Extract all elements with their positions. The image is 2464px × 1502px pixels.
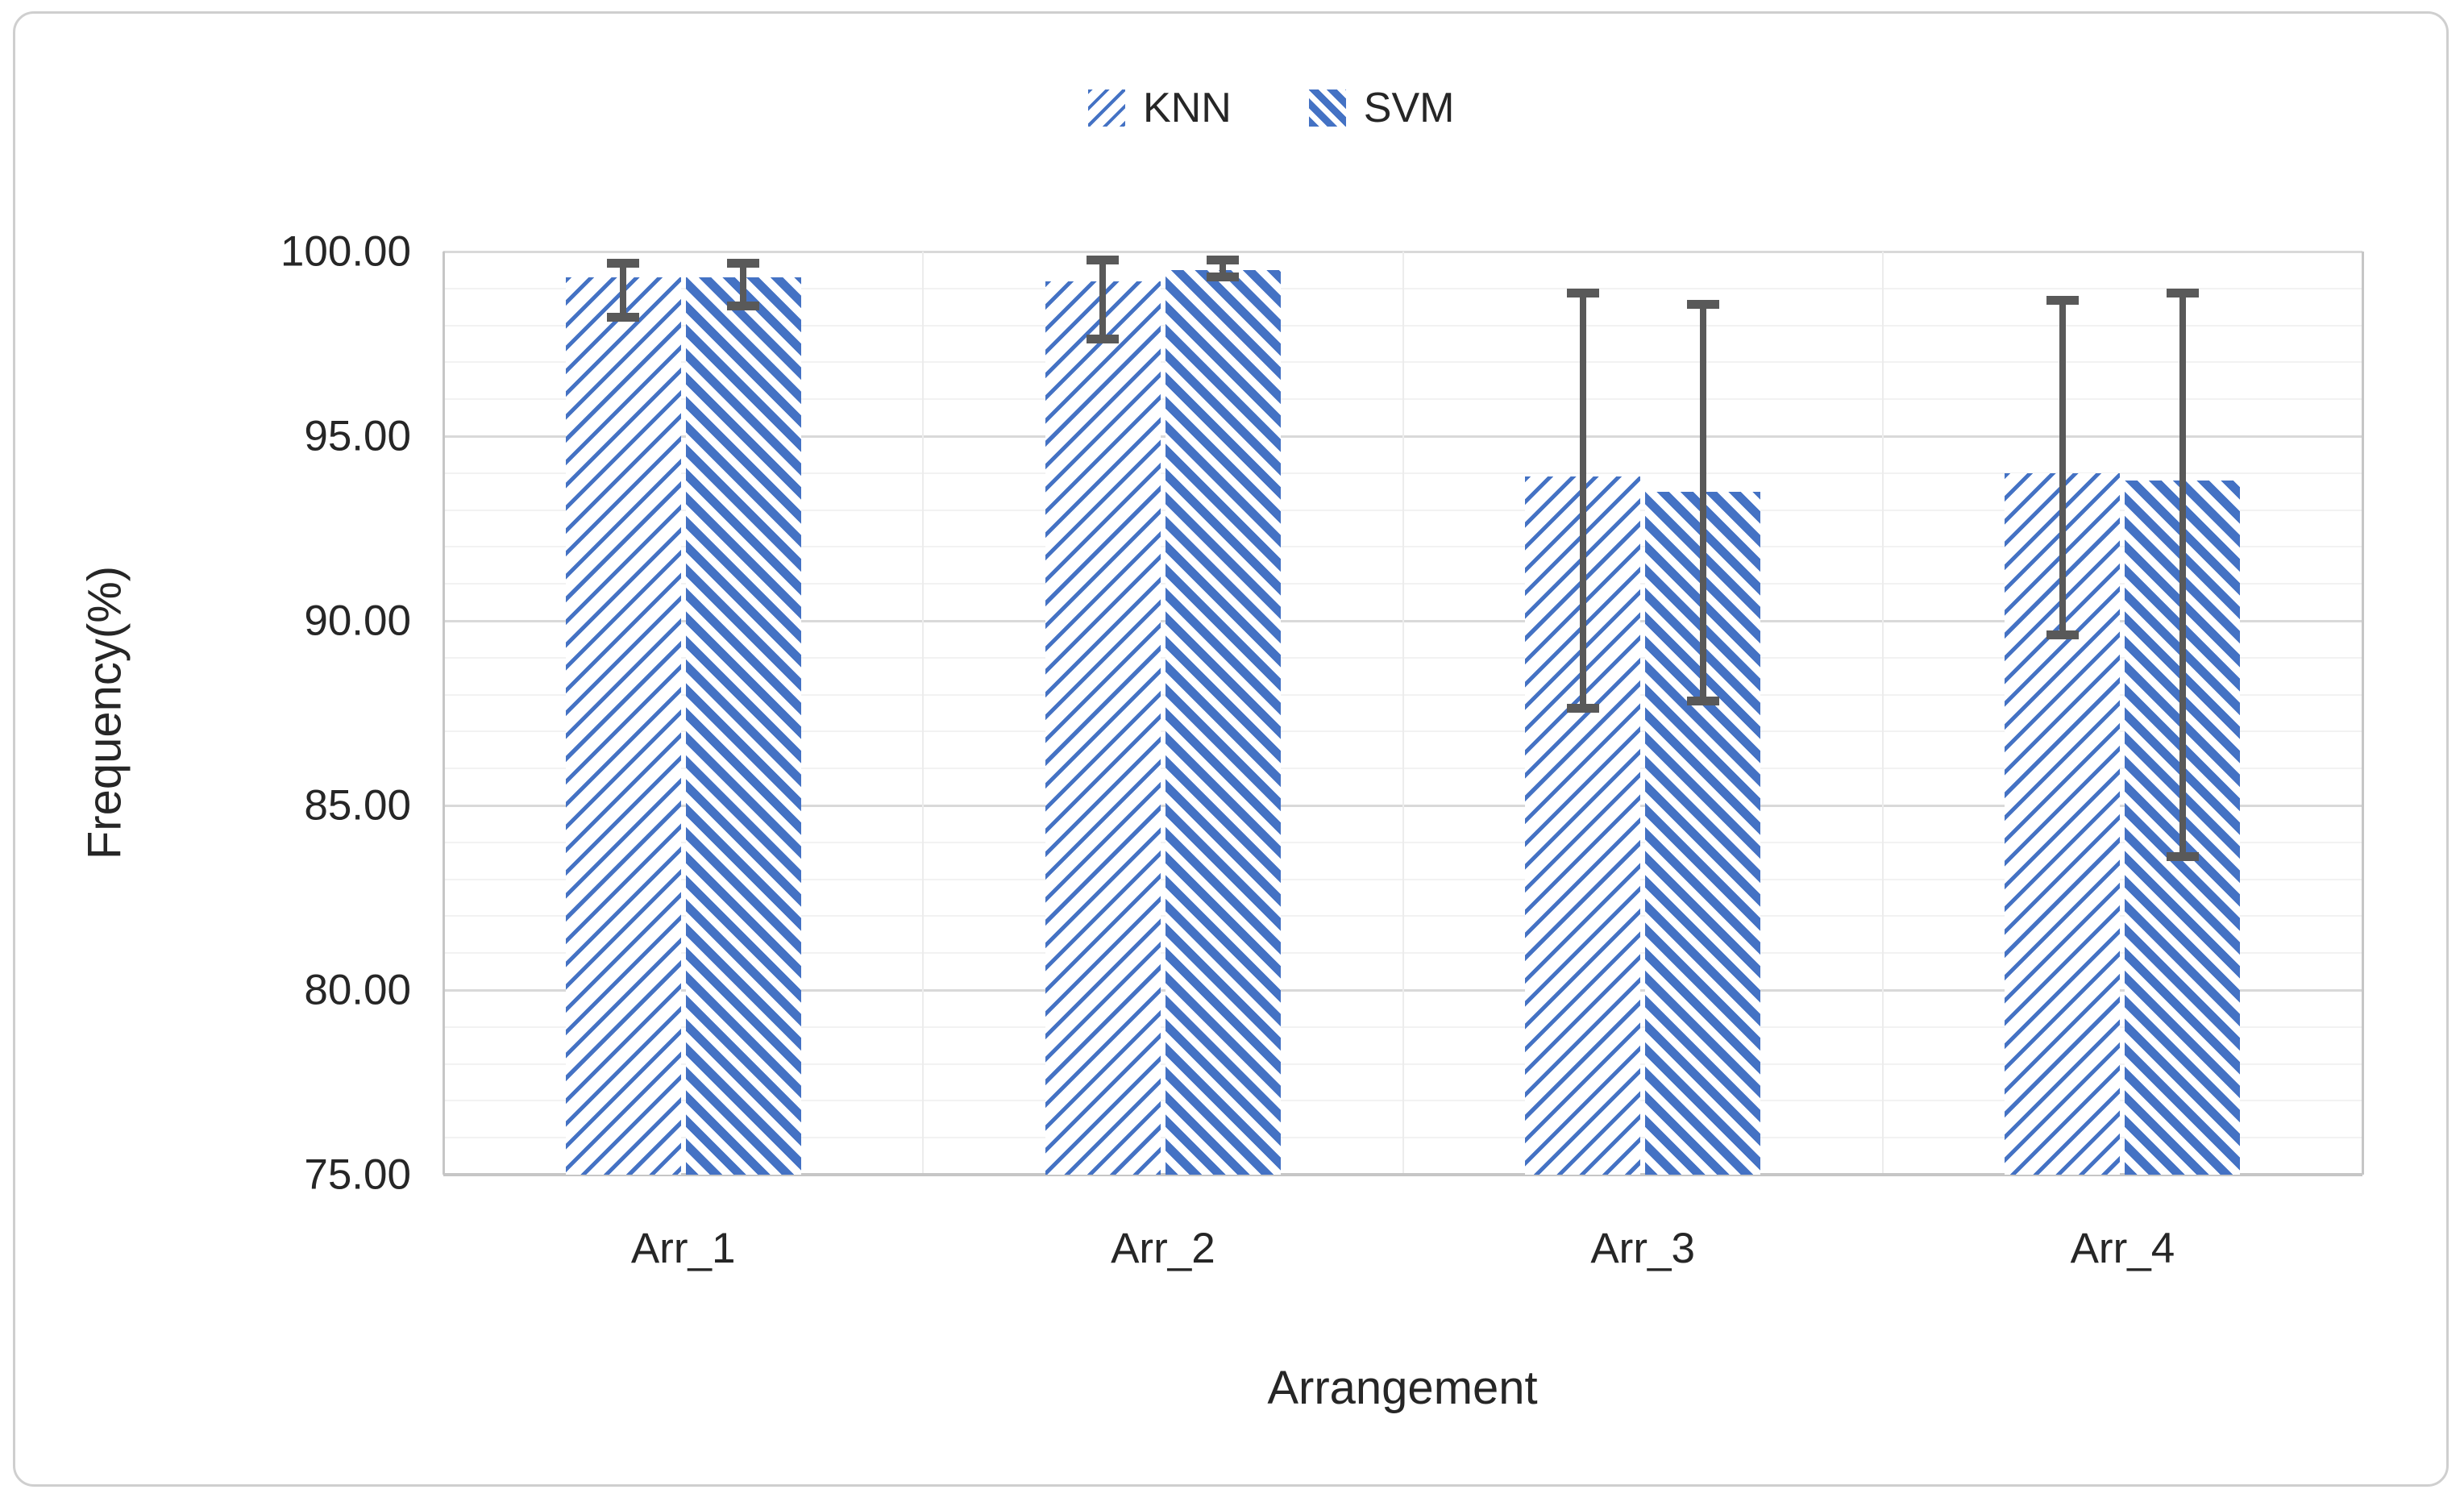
x-category-label-arr_4: Arr_4 xyxy=(2070,1225,2175,1272)
plot-area xyxy=(443,250,2364,1176)
error-bar-svm-arr_3 xyxy=(1686,299,1719,706)
x-category-label-arr_2: Arr_2 xyxy=(1111,1225,1215,1272)
legend-label-svm: SVM xyxy=(1363,85,1455,131)
svm-hatch-swatch-icon xyxy=(1308,89,1346,127)
legend-entry-svm: SVM xyxy=(1308,85,1455,131)
error-bar-cap xyxy=(607,259,640,268)
error-bar-knn-arr_3 xyxy=(1566,288,1599,714)
error-bar-stem xyxy=(1699,299,1706,706)
legend-entry-knn: KNN xyxy=(1088,87,1232,129)
error-bar-cap xyxy=(2166,288,2199,297)
legend: KNN SVM xyxy=(1088,87,1454,129)
error-bar-stem xyxy=(1220,255,1227,281)
error-bar-svm-arr_4 xyxy=(2166,288,2199,861)
error-bar-svm-arr_2 xyxy=(1207,255,1240,281)
error-bar-knn-arr_1 xyxy=(607,259,640,322)
bar-knn-arr_2 xyxy=(1045,281,1161,1175)
error-bar-cap xyxy=(2046,295,2079,305)
plot-edge-line xyxy=(443,252,445,1175)
error-bar-stem xyxy=(1579,288,1586,714)
y-tick-label: 100.00 xyxy=(280,227,411,276)
knn-hatch-swatch-icon xyxy=(1088,89,1125,127)
y-tick-label: 75.00 xyxy=(304,1150,411,1199)
bar-svm-arr_2 xyxy=(1165,269,1281,1175)
category-boundary-line xyxy=(1402,252,1404,1175)
error-bar-cap xyxy=(727,259,760,268)
error-bar-cap xyxy=(1686,697,1719,706)
error-bar-cap xyxy=(1087,335,1120,344)
bar-svm-arr_1 xyxy=(685,277,801,1175)
error-bar-cap xyxy=(1686,299,1719,309)
error-bar-knn-arr_2 xyxy=(1087,255,1120,344)
x-axis-title: Arrangement xyxy=(1267,1362,1538,1414)
x-axis-line xyxy=(443,1173,2362,1176)
error-bar-cap xyxy=(607,313,640,322)
error-bar-cap xyxy=(1566,288,1599,297)
error-bar-cap xyxy=(1566,704,1599,714)
plot-edge-line xyxy=(2362,252,2364,1175)
error-bar-cap xyxy=(2046,630,2079,639)
y-tick-label: 85.00 xyxy=(304,781,411,830)
bar-knn-arr_1 xyxy=(565,277,681,1175)
x-category-label-arr_1: Arr_1 xyxy=(630,1225,736,1272)
legend-label-knn: KNN xyxy=(1143,85,1232,131)
error-bar-stem xyxy=(620,259,627,322)
error-bar-knn-arr_4 xyxy=(2046,295,2079,639)
error-bar-stem xyxy=(740,259,747,311)
y-tick-label: 80.00 xyxy=(304,966,411,1014)
y-tick-label: 90.00 xyxy=(304,597,411,645)
error-bar-cap xyxy=(1207,272,1240,281)
category-boundary-line xyxy=(1881,252,1884,1175)
error-bar-cap xyxy=(1087,255,1120,264)
error-bar-stem xyxy=(2059,295,2066,639)
y-tick-label: 95.00 xyxy=(304,412,411,460)
error-bar-svm-arr_1 xyxy=(727,259,760,311)
error-bar-stem xyxy=(1099,255,1107,344)
error-bar-stem xyxy=(2179,288,2186,861)
error-bar-cap xyxy=(2166,851,2199,861)
error-bar-cap xyxy=(727,302,760,311)
error-bar-cap xyxy=(1207,255,1240,264)
y-axis-title: Frequency(%) xyxy=(78,565,131,860)
category-boundary-line xyxy=(922,252,925,1175)
x-category-label-arr_3: Arr_3 xyxy=(1590,1225,1695,1272)
chart-outer-border xyxy=(13,11,2449,1487)
